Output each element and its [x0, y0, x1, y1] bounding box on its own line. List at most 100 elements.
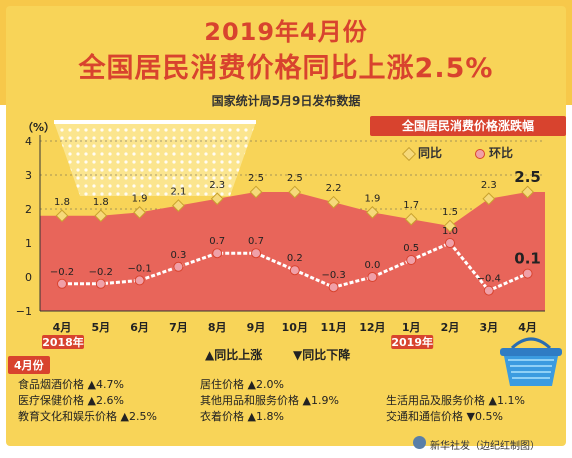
yoy-data-label: 2.3 [209, 180, 225, 191]
mom-data-label: 0.3 [170, 250, 186, 261]
yoy-point [55, 209, 69, 223]
mom-point [57, 278, 67, 289]
x-tick-label: 4月 [518, 321, 537, 334]
mom-data-label: −0.4 [477, 274, 501, 285]
legend-up: ▲同比上涨 [205, 348, 263, 362]
mom-data-label: 0.2 [287, 253, 303, 264]
mom-data-label: −0.3 [321, 270, 345, 281]
yoy-data-label: 1.8 [54, 197, 70, 208]
mom-point [173, 261, 184, 272]
mom-data-label: 0.0 [364, 260, 380, 271]
mom-data-label: 0.5 [403, 243, 419, 254]
mom-point [522, 268, 533, 279]
y-tick-label: 2 [25, 203, 32, 216]
yoy-point [172, 199, 185, 212]
yoy-data-label: 2.3 [481, 180, 497, 191]
xinhua-logo-icon [413, 436, 426, 449]
legend-yoy-label: 同比 [418, 146, 443, 160]
x-tick-label: 5月 [91, 321, 110, 334]
mom-data-label: 0.7 [248, 236, 264, 247]
yoy-data-label: 2.5 [287, 173, 303, 184]
yoy-data-label: 1.7 [403, 200, 419, 211]
y-tick-label: 0 [25, 271, 32, 284]
title-line2: 全国居民消费价格同比上涨2.5% [78, 53, 494, 84]
yoy-point [94, 209, 108, 223]
legend-mom-label: 环比 [489, 146, 514, 160]
category-household: 生活用品及服务价格 ▲1.1% [386, 394, 525, 407]
source-subtitle: 国家统计局5月9日发布数据 [211, 94, 361, 108]
mom-point [134, 275, 145, 286]
x-tick-label: 7月 [169, 321, 188, 334]
mom-data-label: −0.2 [89, 267, 113, 278]
mom-point [367, 272, 378, 282]
mom-point [251, 248, 261, 259]
year-label-bg [391, 335, 434, 349]
y-tick-label: 3 [25, 169, 32, 182]
category-clothing: 衣着价格 ▲1.8% [200, 410, 284, 423]
category-food: 食品烟酒价格 ▲4.7% [18, 378, 124, 391]
mom-point [406, 255, 417, 265]
y-axis-label: （%） [22, 121, 55, 134]
yoy-data-label: 1.9 [132, 193, 148, 204]
yoy-data-label: 1.8 [93, 197, 109, 208]
credit: 新华社发（边纪红制图） [430, 441, 540, 452]
legend-title: 全国居民消费价格涨跌幅 [370, 116, 566, 136]
yoy-point [249, 185, 263, 199]
diamond-icon [401, 146, 417, 161]
category-healthcare: 医疗保健价格 ▲2.6% [18, 394, 124, 407]
y-tick-label: 1 [25, 237, 32, 250]
yoy-point [482, 192, 496, 206]
legend-mom: 环比 [475, 144, 513, 161]
yoy-data-label: 2.2 [326, 183, 342, 194]
circle-icon [475, 148, 485, 159]
yoy-data-label: 2.5 [514, 168, 541, 186]
year-label: 2019年 [391, 335, 433, 349]
mom-data-label: 1.0 [442, 226, 458, 237]
yoy-data-label: 2.1 [170, 187, 186, 198]
basket-illustration-top [54, 120, 256, 196]
mom-point [95, 278, 106, 289]
mom-point [483, 285, 494, 296]
year-label-bg [42, 335, 84, 349]
mom-data-label: −0.2 [50, 267, 74, 278]
yoy-point [327, 195, 340, 209]
title-line1: 2019年4月份 [204, 18, 368, 46]
x-tick-label: 1月 [402, 321, 421, 334]
x-tick-label: 2月 [441, 321, 460, 334]
mom-point [212, 248, 223, 259]
category-education: 教育文化和娱乐价格 ▲2.5% [18, 410, 157, 423]
yoy-point [404, 212, 418, 226]
yoy-point [133, 206, 146, 219]
x-tick-label: 6月 [130, 321, 149, 334]
mom-data-label: 0.7 [209, 236, 225, 247]
legend-down: ▼同比下降 [293, 348, 351, 362]
year-label: 2018年 [42, 335, 84, 349]
x-tick-label: 4月 [53, 321, 72, 334]
mom-point [328, 282, 339, 293]
x-tick-label: 12月 [359, 321, 385, 334]
yoy-point [210, 192, 224, 206]
month-tag: 4月份 [8, 356, 50, 374]
yoy-data-label: 1.9 [364, 193, 380, 204]
mom-data-label: −0.1 [127, 263, 151, 274]
y-tick-label: −1 [16, 305, 32, 318]
category-housing: 居住价格 ▲2.0% [200, 378, 284, 391]
legend-yoy: 同比 [401, 144, 443, 161]
x-tick-label: 11月 [320, 321, 346, 334]
x-tick-label: 8月 [208, 321, 227, 334]
mom-point [445, 238, 455, 248]
yoy-point [366, 206, 379, 219]
mom-data-label: 0.1 [514, 250, 541, 268]
yoy-point [521, 185, 534, 199]
yoy-data-label: 2.5 [248, 173, 264, 184]
yoy-point [288, 185, 302, 199]
x-tick-label: 9月 [247, 321, 266, 334]
x-tick-label: 10月 [282, 321, 308, 334]
yoy-point [443, 219, 457, 233]
category-other: 其他用品和服务价格 ▲1.9% [200, 394, 339, 407]
basket-illustration-bottom [500, 337, 562, 386]
mom-point [289, 265, 300, 276]
cpi-chart: 1.8 1.8 1.9 2.1 2.3 2.5 2.5 2.2 1.9 1.7 1.5 2.3 2.5 −… [16, 121, 545, 349]
y-tick-label: 4 [25, 135, 32, 148]
category-transport: 交通和通信价格 ▼0.5% [386, 410, 503, 423]
